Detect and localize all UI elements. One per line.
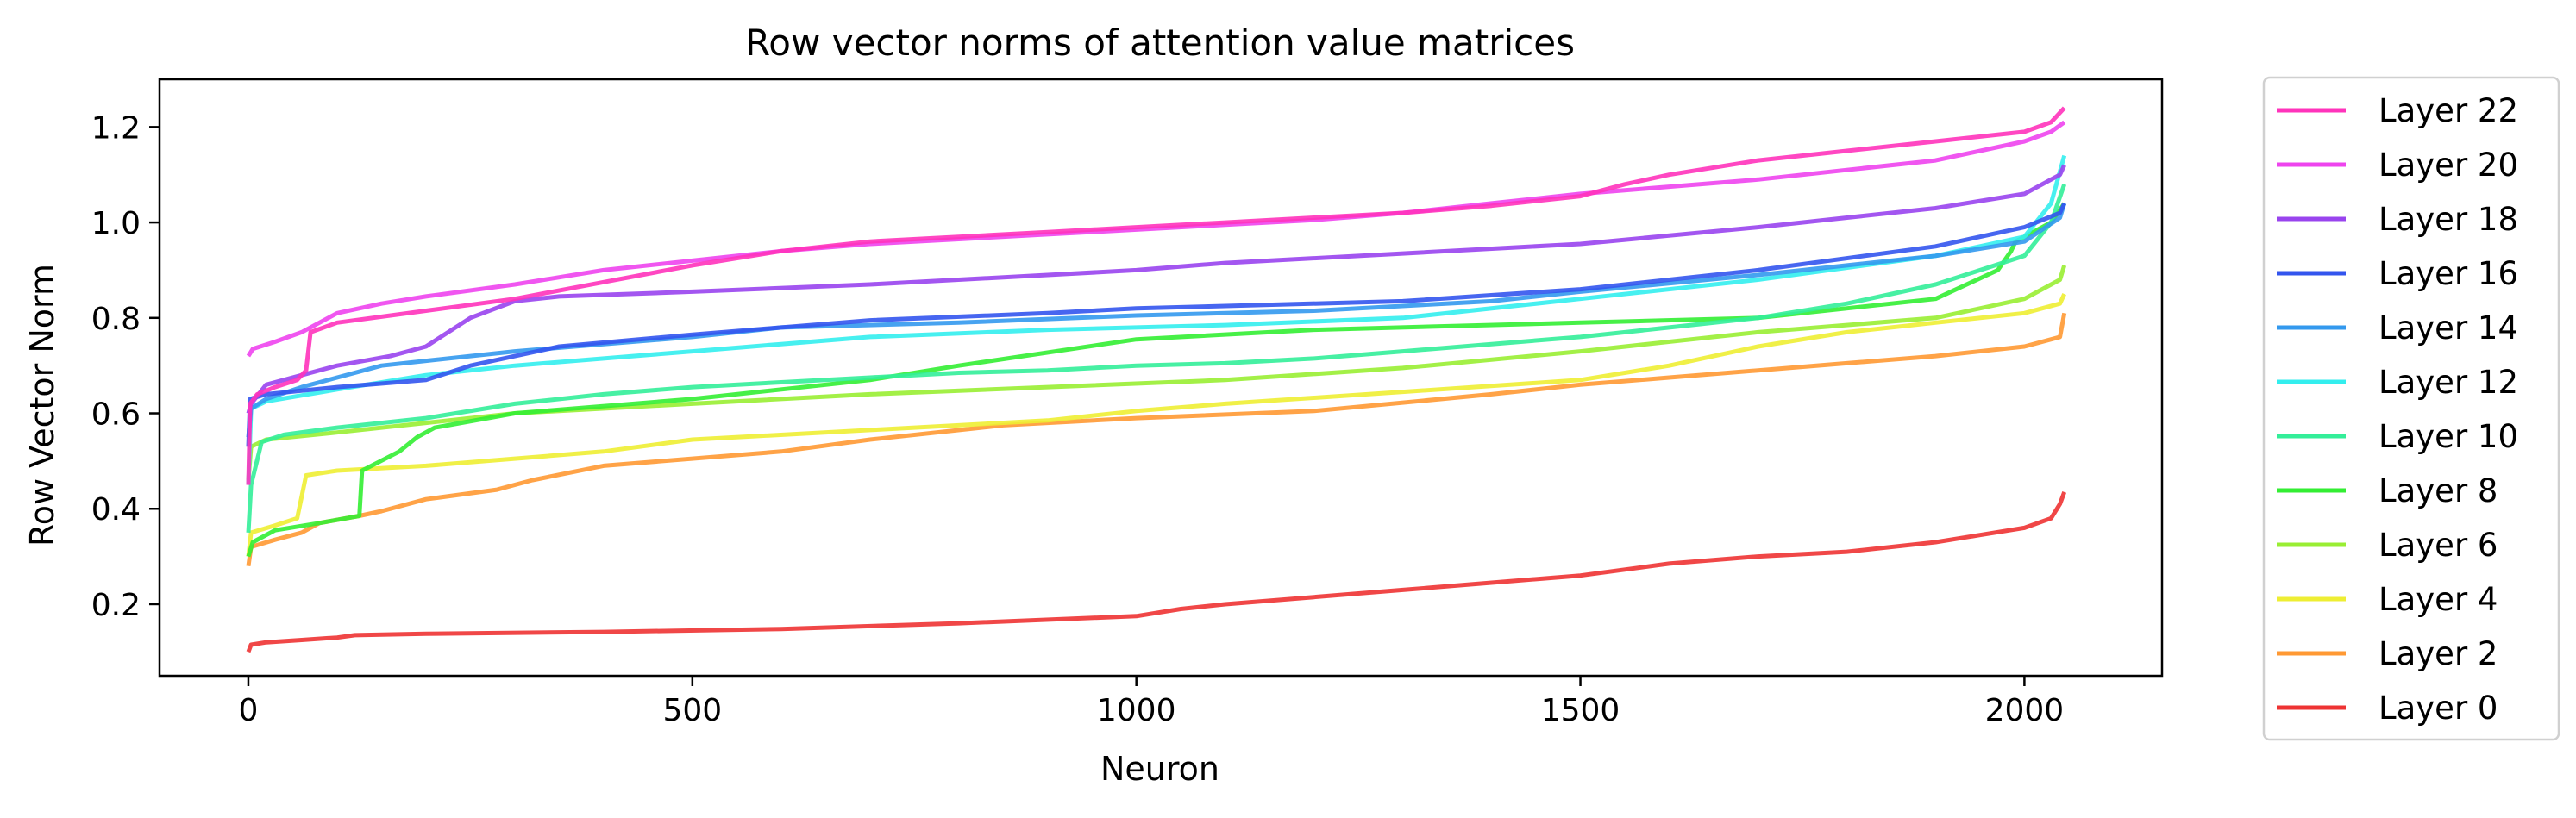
legend-label: Layer 18 bbox=[2379, 201, 2518, 238]
x-axis-label: Neuron bbox=[1100, 750, 1219, 788]
series-line-layer-20 bbox=[246, 120, 2066, 358]
y-axis-label: Row Vector Norm bbox=[23, 264, 61, 546]
x-tick-label: 500 bbox=[662, 693, 722, 728]
chart-title: Row vector norms of attention value matr… bbox=[745, 22, 1575, 64]
series-line-layer-16 bbox=[246, 202, 2066, 447]
y-axis: 0.2 0.4 0.6 0.8 1.0 1.2 bbox=[91, 110, 160, 623]
series-line-layer-0 bbox=[246, 491, 2067, 653]
y-tick-label: 0.4 bbox=[91, 492, 141, 528]
y-tick-label: 0.6 bbox=[91, 397, 141, 433]
legend: Layer 22 Layer 20 Layer 18 Layer 16 Layer 14… bbox=[2262, 76, 2560, 741]
legend-label: Layer 6 bbox=[2379, 527, 2498, 564]
series-line-layer-4 bbox=[246, 293, 2066, 557]
x-tick-label: 2000 bbox=[1985, 693, 2065, 728]
legend-label: Layer 12 bbox=[2379, 364, 2518, 401]
legend-frame bbox=[2262, 76, 2560, 741]
legend-label: Layer 14 bbox=[2379, 309, 2518, 347]
y-tick-label: 1.2 bbox=[91, 110, 141, 146]
y-tick-label: 1.0 bbox=[91, 206, 141, 241]
legend-label: Layer 2 bbox=[2379, 635, 2498, 672]
series-line-layer-22 bbox=[246, 106, 2066, 485]
legend-label: Layer 8 bbox=[2379, 472, 2498, 509]
x-tick-label: 1500 bbox=[1541, 693, 1620, 728]
x-axis: 0 500 1000 1500 2000 bbox=[239, 676, 2065, 728]
legend-label: Layer 0 bbox=[2379, 690, 2498, 727]
y-tick-label: 0.8 bbox=[91, 302, 141, 337]
plot-frame bbox=[158, 78, 2164, 678]
series-line-layer-18 bbox=[246, 164, 2066, 415]
legend-label: Layer 22 bbox=[2379, 92, 2518, 129]
legend-label: Layer 20 bbox=[2379, 147, 2518, 184]
series-line-layer-6 bbox=[246, 265, 2067, 481]
x-tick-label: 1000 bbox=[1097, 693, 1176, 728]
series-line-layer-10 bbox=[246, 183, 2067, 534]
legend-label: Layer 16 bbox=[2379, 255, 2518, 292]
plot-area bbox=[246, 106, 2067, 653]
x-tick-label: 0 bbox=[239, 693, 259, 728]
legend-label: Layer 4 bbox=[2379, 581, 2498, 618]
y-tick-label: 0.2 bbox=[91, 588, 141, 623]
legend-label: Layer 10 bbox=[2379, 418, 2518, 455]
